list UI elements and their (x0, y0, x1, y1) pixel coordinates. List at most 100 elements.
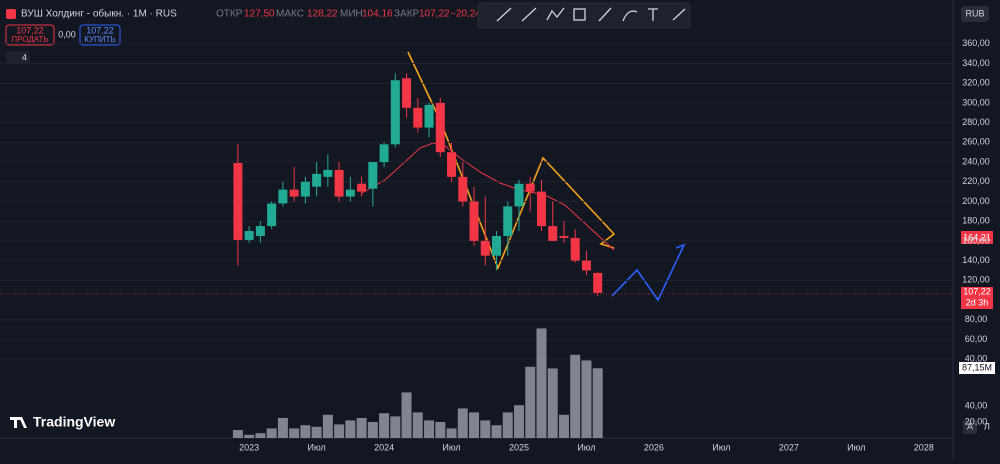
last-volume: 87,15M (962, 362, 992, 372)
y-tick-label: 140,00 (962, 255, 990, 265)
y-tick-label: 260,00 (962, 137, 990, 147)
candle-body (312, 173, 322, 187)
y-tick-label: 80,00 (965, 314, 988, 324)
low: 104,16 (362, 9, 393, 20)
brand-logo (10, 417, 27, 428)
currency: RUB (965, 8, 984, 18)
sell-button[interactable] (5, 24, 55, 46)
candle-body (402, 78, 412, 108)
volume-bar (412, 412, 423, 438)
candle-body (593, 272, 603, 293)
close-label: ЗАКР (394, 9, 420, 20)
last-volume-tag (959, 362, 995, 374)
candle-body (345, 189, 355, 197)
countdown: 2d 3h (966, 297, 989, 307)
candle-body (233, 163, 243, 240)
y-tick-label: 120,00 (962, 275, 990, 285)
candle-body (323, 169, 333, 177)
last-price: 107,22 (963, 286, 991, 296)
x-tick-label: Июл (712, 442, 730, 452)
projection-drawing[interactable] (611, 243, 686, 302)
candle-body (368, 162, 378, 189)
volume-bar (435, 422, 446, 438)
symbol-icon (6, 9, 16, 19)
x-tick-label: Июл (577, 442, 595, 452)
spread: 0,00 (58, 29, 76, 39)
volume-bar (255, 433, 266, 438)
candle-body (581, 260, 591, 271)
y-tick-label: 180,00 (962, 216, 990, 226)
y2-tick-label: 40,00 (965, 400, 988, 410)
volume-bar (356, 418, 367, 438)
y-tick-label: 40,00 (965, 354, 988, 364)
volume-bar (446, 428, 457, 438)
x-tick-label: Июл (847, 442, 865, 452)
currency-button[interactable] (961, 6, 989, 22)
candle-body (244, 231, 254, 240)
candle-body (334, 169, 344, 197)
brand[interactable]: TradingView (33, 414, 115, 430)
candle-body (267, 203, 277, 227)
buy-button[interactable] (79, 24, 121, 46)
sell-label: ПРОДАТЬ (11, 35, 48, 44)
candle-body (469, 201, 479, 241)
y-tick-label: 200,00 (962, 196, 990, 206)
moving-average (361, 142, 615, 251)
log-scale[interactable]: Л (984, 421, 990, 431)
candle-body (390, 80, 400, 145)
symbol[interactable]: ВУШ Холдинг - обыкн. · 1М · RUS (21, 8, 177, 20)
candle-body (536, 191, 546, 227)
volume-bar (289, 428, 300, 438)
volume-bar (244, 434, 255, 438)
candle-body (255, 226, 265, 236)
candle-body (503, 206, 513, 236)
drawing-toolbar (477, 2, 691, 29)
open-label: ОТКР (216, 9, 243, 20)
volume-bar (424, 420, 435, 438)
volume-bar (480, 420, 491, 438)
x-tick-label: 2026 (644, 442, 664, 452)
candle-body (559, 235, 569, 238)
volume-bar (401, 392, 412, 438)
y-tick-label: 160,00 (962, 235, 990, 245)
candle-body (548, 226, 558, 241)
volume-bar (502, 412, 513, 438)
toolbar-icons[interactable] (496, 7, 686, 22)
volume-bar (525, 366, 536, 438)
volume-bar (266, 428, 277, 438)
volume-bar (547, 368, 558, 438)
buy-price: 107,22 (86, 25, 114, 35)
auto-scale-button[interactable] (963, 420, 977, 434)
candle-body (525, 183, 535, 192)
volume-bar (570, 354, 581, 438)
volume-bar (334, 424, 345, 438)
buy-label: КУПИТЬ (84, 35, 115, 44)
x-tick-label: 2025 (509, 442, 529, 452)
candle-body (480, 240, 490, 256)
close: 107,22 (419, 9, 450, 20)
x-tick-label: Июл (307, 442, 325, 452)
candle-body (357, 183, 367, 192)
candle-body (435, 102, 445, 153)
y-tick-label: 340,00 (962, 58, 990, 68)
volume-bar (379, 413, 390, 438)
y2-tick-label: 20,00 (965, 416, 988, 426)
indicators-count: 4 (22, 52, 27, 62)
volume-bar (322, 414, 333, 438)
x-tick-label: 2024 (374, 442, 394, 452)
y-tick-label: 300,00 (962, 97, 990, 107)
drawing-level: 164,21 (963, 232, 991, 242)
candle-body (458, 176, 468, 202)
x-tick-label: Июл (442, 442, 460, 452)
volume-bar (300, 425, 311, 438)
volume-bar (457, 408, 468, 438)
volume-bar (390, 416, 401, 438)
last-price-tag (961, 287, 993, 309)
auto-scale: A (967, 421, 973, 431)
volume-bar (592, 368, 603, 438)
y-tick-label: 240,00 (962, 156, 990, 166)
indicators-toggle[interactable] (6, 51, 30, 64)
y-tick-label: 220,00 (962, 176, 990, 186)
